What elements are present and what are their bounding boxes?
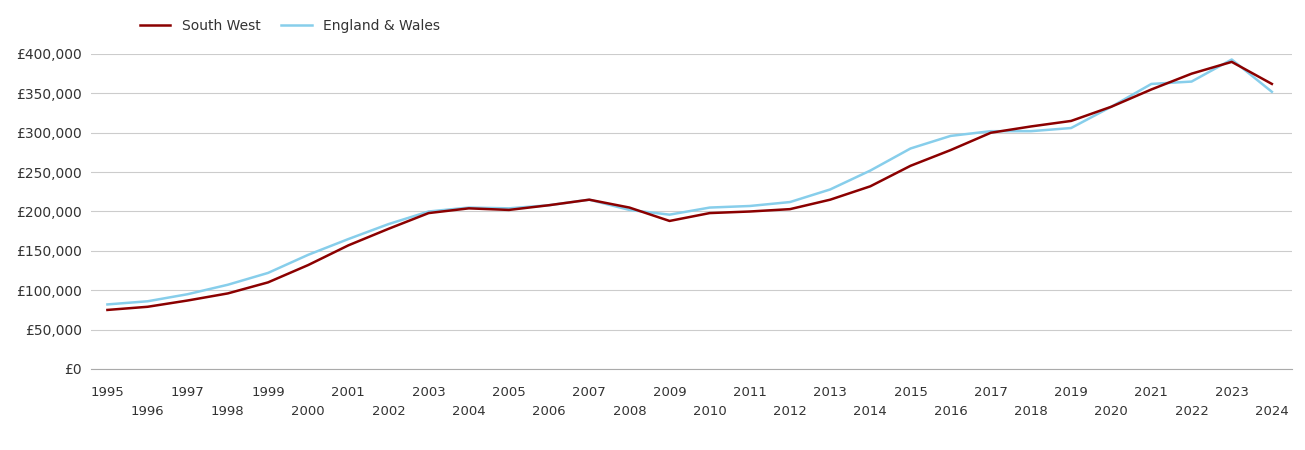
England & Wales — [461, 205, 476, 210]
Text: 2021: 2021 — [1134, 386, 1168, 399]
England & Wales — [621, 207, 637, 212]
South West — [180, 298, 196, 303]
South West — [1104, 104, 1120, 109]
South West — [542, 202, 557, 208]
South West — [221, 291, 236, 296]
England & Wales — [582, 197, 598, 202]
South West — [501, 207, 517, 212]
South West — [863, 184, 878, 189]
England & Wales — [1064, 125, 1079, 130]
South West — [461, 206, 476, 211]
Text: 2010: 2010 — [693, 405, 727, 418]
England & Wales — [381, 221, 397, 227]
England & Wales — [140, 299, 155, 304]
Text: 2005: 2005 — [492, 386, 526, 399]
Text: 2003: 2003 — [412, 386, 445, 399]
England & Wales — [662, 212, 677, 217]
South West — [782, 207, 797, 212]
South West — [662, 218, 677, 224]
England & Wales — [221, 282, 236, 288]
Legend: South West, England & Wales: South West, England & Wales — [134, 14, 445, 39]
South West — [99, 307, 115, 313]
England & Wales — [420, 209, 436, 214]
South West — [260, 279, 275, 285]
England & Wales — [501, 206, 517, 211]
South West — [983, 130, 998, 135]
South West — [1265, 81, 1280, 86]
South West — [702, 210, 718, 216]
Text: 2008: 2008 — [612, 405, 646, 418]
England & Wales — [1184, 79, 1199, 84]
Text: 2011: 2011 — [733, 386, 767, 399]
England & Wales — [822, 187, 838, 192]
Line: England & Wales: England & Wales — [107, 59, 1272, 304]
South West — [942, 147, 958, 153]
England & Wales — [180, 292, 196, 297]
South West — [341, 243, 356, 248]
Text: 2014: 2014 — [853, 405, 887, 418]
South West — [1224, 59, 1240, 64]
Text: 2019: 2019 — [1054, 386, 1088, 399]
South West — [621, 205, 637, 210]
South West — [743, 209, 758, 214]
Text: 1998: 1998 — [211, 405, 244, 418]
England & Wales — [1265, 89, 1280, 94]
South West — [822, 197, 838, 202]
Text: 1999: 1999 — [252, 386, 284, 399]
South West — [1184, 71, 1199, 76]
South West — [582, 197, 598, 202]
Text: 1995: 1995 — [90, 386, 124, 399]
South West — [140, 304, 155, 310]
Line: South West: South West — [107, 62, 1272, 310]
South West — [903, 163, 919, 168]
England & Wales — [702, 205, 718, 210]
Text: 2023: 2023 — [1215, 386, 1249, 399]
England & Wales — [782, 199, 797, 205]
Text: 2013: 2013 — [813, 386, 847, 399]
South West — [1023, 124, 1039, 129]
Text: 2016: 2016 — [934, 405, 967, 418]
South West — [300, 262, 316, 268]
Text: 2007: 2007 — [573, 386, 606, 399]
England & Wales — [1023, 128, 1039, 134]
England & Wales — [300, 252, 316, 257]
Text: 2001: 2001 — [331, 386, 365, 399]
South West — [381, 226, 397, 231]
England & Wales — [863, 168, 878, 173]
Text: 2004: 2004 — [452, 405, 485, 418]
England & Wales — [1143, 81, 1159, 86]
England & Wales — [99, 302, 115, 307]
Text: 2009: 2009 — [652, 386, 686, 399]
South West — [1143, 87, 1159, 92]
Text: 1996: 1996 — [130, 405, 164, 418]
Text: 2024: 2024 — [1255, 405, 1289, 418]
England & Wales — [903, 146, 919, 151]
England & Wales — [542, 202, 557, 208]
Text: 2002: 2002 — [372, 405, 406, 418]
Text: 2020: 2020 — [1095, 405, 1128, 418]
Text: 2017: 2017 — [974, 386, 1007, 399]
England & Wales — [341, 236, 356, 242]
South West — [1064, 118, 1079, 124]
Text: 2006: 2006 — [532, 405, 566, 418]
England & Wales — [983, 128, 998, 134]
Text: 2022: 2022 — [1174, 405, 1208, 418]
England & Wales — [260, 270, 275, 275]
Text: 2000: 2000 — [291, 405, 325, 418]
Text: 2015: 2015 — [894, 386, 928, 399]
England & Wales — [1104, 104, 1120, 109]
South West — [420, 210, 436, 216]
Text: 2018: 2018 — [1014, 405, 1048, 418]
England & Wales — [942, 133, 958, 139]
England & Wales — [743, 203, 758, 209]
England & Wales — [1224, 57, 1240, 62]
Text: 2012: 2012 — [773, 405, 806, 418]
Text: 1997: 1997 — [171, 386, 205, 399]
